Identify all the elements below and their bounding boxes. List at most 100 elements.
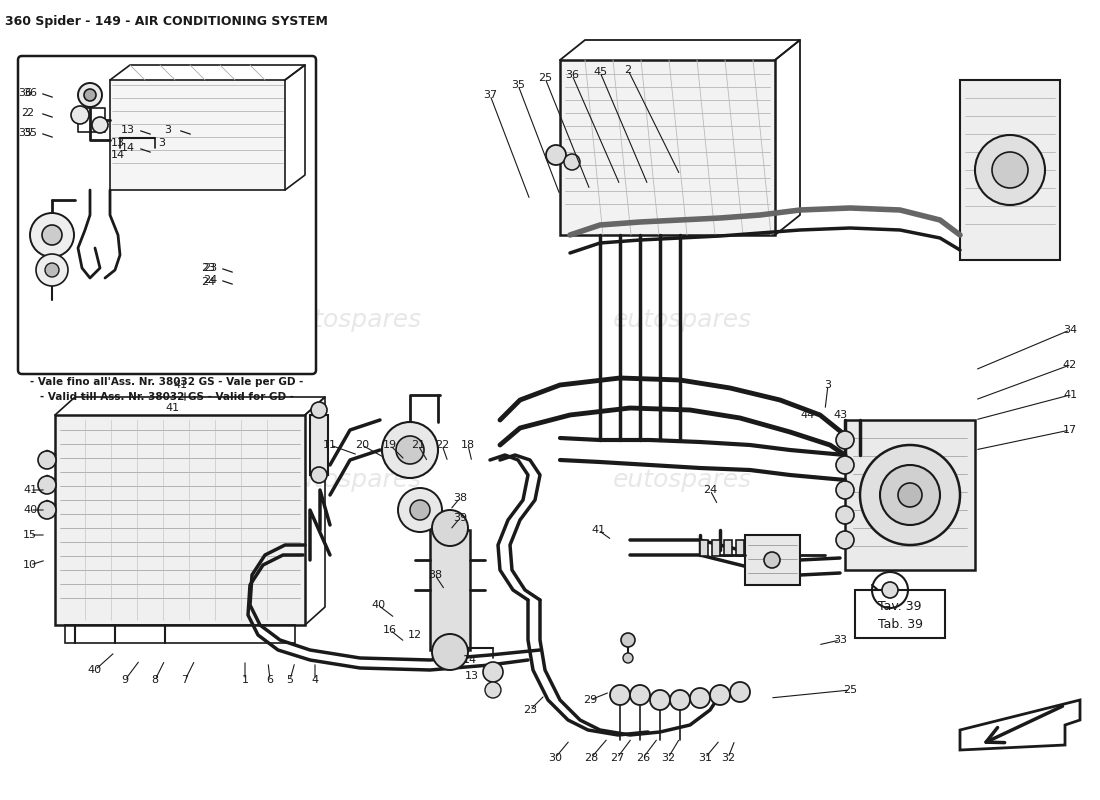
Circle shape [396, 436, 424, 464]
Text: 14: 14 [121, 143, 135, 153]
Circle shape [39, 476, 56, 494]
Text: 9: 9 [121, 675, 129, 685]
Circle shape [836, 481, 854, 499]
Text: 29: 29 [583, 695, 597, 705]
Circle shape [860, 445, 960, 545]
Text: 33: 33 [833, 635, 847, 645]
Text: 24: 24 [202, 275, 217, 285]
Text: 2: 2 [21, 108, 29, 118]
Text: 32: 32 [661, 753, 675, 763]
Bar [745, 535, 800, 585]
Text: 14: 14 [111, 150, 125, 160]
Circle shape [382, 422, 438, 478]
Text: 20: 20 [355, 440, 370, 450]
Circle shape [483, 662, 503, 682]
Text: 17: 17 [1063, 425, 1077, 435]
Text: 23: 23 [522, 705, 537, 715]
Text: 36: 36 [23, 88, 37, 98]
Text: 41: 41 [173, 380, 187, 390]
Text: 25: 25 [843, 685, 857, 695]
Text: 16: 16 [383, 625, 397, 635]
Text: 23: 23 [201, 263, 216, 273]
Text: 21: 21 [411, 440, 425, 450]
Text: 3: 3 [158, 138, 165, 148]
Text: 2: 2 [625, 65, 631, 75]
Circle shape [630, 685, 650, 705]
Text: 41: 41 [1063, 390, 1077, 400]
Text: eutospares: eutospares [283, 308, 421, 332]
Text: 44: 44 [801, 410, 815, 420]
Text: 27: 27 [609, 753, 624, 763]
Bar [560, 60, 775, 235]
Circle shape [710, 685, 730, 705]
Text: 3: 3 [825, 380, 832, 390]
Circle shape [311, 402, 327, 418]
Circle shape [650, 690, 670, 710]
Text: 38: 38 [428, 570, 442, 580]
Text: 7: 7 [182, 675, 188, 685]
Circle shape [432, 510, 468, 546]
Text: 24: 24 [703, 485, 717, 495]
Text: 6: 6 [266, 675, 274, 685]
Circle shape [485, 682, 501, 698]
Text: 31: 31 [698, 753, 712, 763]
Circle shape [398, 488, 442, 532]
Text: 35: 35 [23, 128, 37, 138]
Text: Tab. 39: Tab. 39 [878, 618, 923, 631]
Text: 22: 22 [434, 440, 449, 450]
Text: 39: 39 [453, 513, 468, 523]
Text: 4: 4 [311, 675, 319, 685]
Text: - Valid till Ass. Nr. 38032 GS - Valid for GD -: - Valid till Ass. Nr. 38032 GS - Valid f… [40, 392, 294, 402]
Text: 36: 36 [565, 70, 579, 80]
Text: - Vale fino all'Ass. Nr. 38032 GS - Vale per GD -: - Vale fino all'Ass. Nr. 38032 GS - Vale… [31, 377, 304, 387]
Text: 13: 13 [111, 138, 125, 148]
Text: 38: 38 [453, 493, 468, 503]
Circle shape [836, 431, 854, 449]
Circle shape [546, 145, 566, 165]
FancyBboxPatch shape [18, 56, 316, 374]
Circle shape [898, 483, 922, 507]
Bar [430, 530, 470, 650]
Circle shape [410, 500, 430, 520]
Text: 14: 14 [463, 655, 477, 665]
Text: 28: 28 [584, 753, 598, 763]
Text: 19: 19 [383, 440, 397, 450]
Circle shape [882, 582, 898, 598]
Text: eutospares: eutospares [613, 308, 751, 332]
Circle shape [84, 89, 96, 101]
Bar [724, 540, 732, 556]
Text: 10: 10 [23, 560, 37, 570]
Text: 2: 2 [26, 108, 34, 118]
Text: 36: 36 [18, 88, 32, 98]
Text: 37: 37 [483, 90, 497, 100]
Circle shape [36, 254, 68, 286]
Text: 13: 13 [121, 125, 135, 135]
Text: 35: 35 [18, 128, 32, 138]
Circle shape [92, 117, 108, 133]
Text: 40: 40 [88, 665, 102, 675]
Text: 34: 34 [1063, 325, 1077, 335]
Text: 12: 12 [408, 630, 422, 640]
Circle shape [42, 225, 62, 245]
Circle shape [78, 83, 102, 107]
Text: 23: 23 [202, 263, 217, 273]
Circle shape [30, 213, 74, 257]
Text: 13: 13 [465, 671, 478, 681]
Circle shape [564, 154, 580, 170]
Circle shape [836, 531, 854, 549]
Text: 15: 15 [23, 530, 37, 540]
Bar [110, 80, 285, 190]
Circle shape [623, 653, 632, 663]
Text: 41: 41 [23, 485, 37, 495]
Circle shape [975, 135, 1045, 205]
Bar [960, 80, 1060, 260]
Bar [712, 540, 720, 556]
Circle shape [670, 690, 690, 710]
Text: 3: 3 [165, 125, 172, 135]
Text: 45: 45 [593, 67, 607, 77]
Bar [736, 540, 744, 556]
Text: 41: 41 [591, 525, 605, 535]
Circle shape [45, 263, 59, 277]
Circle shape [880, 465, 940, 525]
Circle shape [39, 501, 56, 519]
